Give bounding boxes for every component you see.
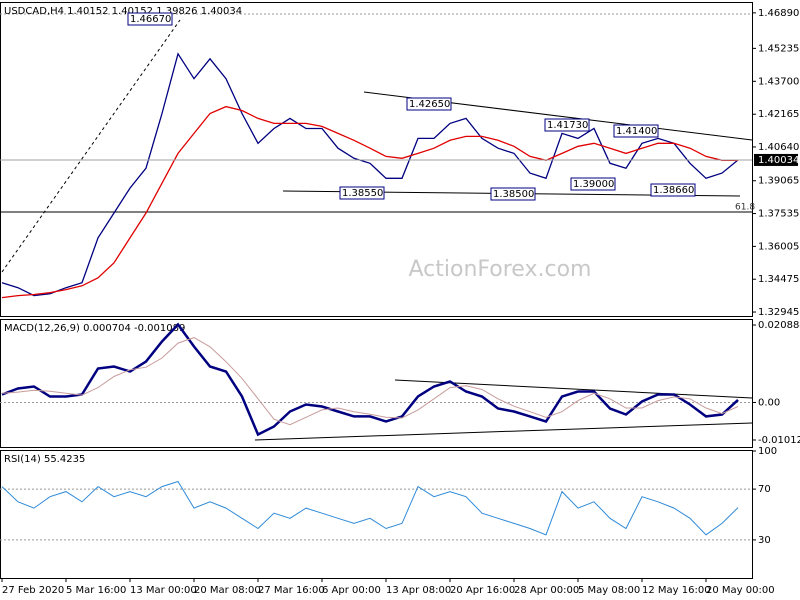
annotation: 1.41730 bbox=[547, 120, 588, 131]
macd-frame bbox=[0, 319, 753, 448]
series-line bbox=[1, 52, 739, 297]
x-tick-label: 20 Apr 16:00 bbox=[450, 585, 515, 596]
y-tick-label: 100 bbox=[758, 446, 777, 457]
x-tick-label: 20 May 00:00 bbox=[706, 585, 775, 596]
y-tick-label: 1.40640 bbox=[758, 142, 799, 153]
last-price-label: 1.40034 bbox=[758, 155, 799, 166]
series-line bbox=[1, 337, 739, 426]
x-tick-label: 13 Mar 00:00 bbox=[130, 585, 197, 596]
y-tick-label: 30 bbox=[758, 535, 771, 546]
annotation: 61.8 bbox=[735, 203, 755, 213]
annotation: 1.38550 bbox=[342, 188, 383, 199]
y-tick-label: 1.37535 bbox=[758, 209, 799, 220]
annotation: 1.38500 bbox=[493, 189, 534, 200]
annotation: 1.46670 bbox=[130, 14, 171, 25]
x-tick-label: 20 Mar 08:00 bbox=[194, 585, 261, 596]
panel-title: MACD(12,26,9) 0.000704 -0.001089 bbox=[4, 323, 185, 334]
x-tick-label: 6 Apr 00:00 bbox=[322, 585, 381, 596]
x-tick-label: 12 May 16:00 bbox=[642, 585, 711, 596]
annotation: 1.39000 bbox=[573, 179, 614, 190]
annotation-box bbox=[613, 124, 659, 138]
x-tick-label: 28 Apr 00:00 bbox=[514, 585, 579, 596]
y-tick-label: 1.36005 bbox=[758, 241, 799, 252]
annotation-box bbox=[570, 177, 616, 191]
y-tick-label: 0.020884 bbox=[758, 320, 800, 331]
series-line bbox=[1, 480, 739, 536]
y-tick-label: 1.46890 bbox=[758, 8, 799, 19]
x-tick-label: 5 Mar 16:00 bbox=[66, 585, 126, 596]
panel-title: RSI(14) 55.4235 bbox=[4, 454, 85, 465]
y-tick-label: 1.34475 bbox=[758, 274, 799, 285]
panel-title: USDCAD,H4 1.40152 1.40152 1.39826 1.4003… bbox=[4, 6, 242, 17]
annotation-box bbox=[339, 186, 385, 200]
y-tick-label: 1.45235 bbox=[758, 43, 799, 54]
last-price-box bbox=[754, 153, 798, 166]
rsi-frame bbox=[0, 450, 753, 579]
annotation-box bbox=[490, 187, 536, 201]
annotation: 1.41400 bbox=[616, 126, 657, 137]
series-line bbox=[1, 105, 738, 299]
macd-lower-trendline bbox=[254, 422, 753, 441]
y-tick-label: -0.010121 bbox=[758, 435, 800, 446]
annotation: 1.42650 bbox=[409, 99, 450, 110]
y-tick-label: 0.00 bbox=[758, 397, 780, 408]
annotation-box bbox=[544, 118, 590, 132]
annotation-box bbox=[650, 183, 696, 197]
y-tick-label: 1.32945 bbox=[758, 307, 799, 318]
x-tick-label: 27 Mar 16:00 bbox=[258, 585, 325, 596]
annotation: 1.38660 bbox=[653, 185, 694, 196]
y-tick-label: 1.42165 bbox=[758, 109, 799, 120]
y-tick-label: 70 bbox=[758, 484, 771, 495]
series-line bbox=[1, 322, 739, 437]
x-tick-label: 5 May 08:00 bbox=[578, 585, 640, 596]
y-tick-label: 1.39065 bbox=[758, 176, 799, 187]
x-tick-label: 13 Apr 08:00 bbox=[386, 585, 451, 596]
y-tick-label: 1.43700 bbox=[758, 76, 799, 87]
watermark: ActionForex.com bbox=[409, 257, 592, 282]
annotation-box bbox=[127, 12, 173, 26]
annotation-box bbox=[406, 97, 452, 111]
x-tick-label: 27 Feb 2020 bbox=[2, 585, 64, 596]
